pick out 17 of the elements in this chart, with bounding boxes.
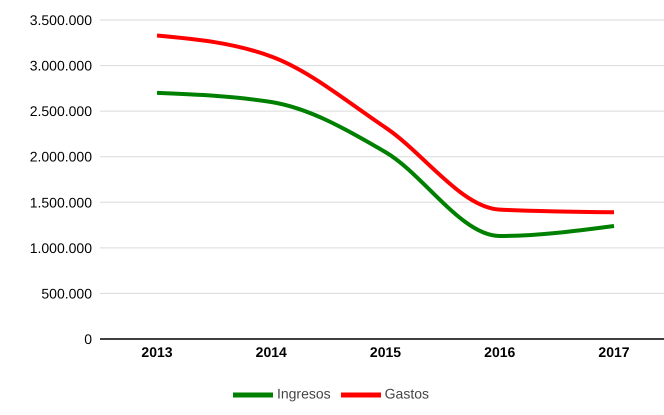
x-tick-label: 2014	[256, 344, 288, 360]
legend-label: Ingresos	[276, 386, 331, 402]
y-tick-label: 500.000	[41, 285, 92, 302]
x-tick-label: 2016	[484, 344, 516, 360]
line-series	[155, 33, 616, 214]
x-tick-label: 2017	[598, 344, 630, 360]
y-tick-label: 3.500.000	[30, 12, 92, 28]
legend-label: Gastos	[384, 386, 430, 402]
x-tick-label: 2013	[141, 344, 173, 360]
y-tick-label: 3.000.000	[30, 58, 92, 74]
y-tick-label: 2.500.000	[30, 103, 92, 120]
line-series	[155, 90, 616, 238]
y-tick-label: 1.000.000	[30, 240, 92, 256]
x-tick-label: 2015	[370, 344, 402, 360]
y-tick-label: 0	[84, 330, 92, 347]
y-tick-label: 2.000.000	[30, 148, 92, 165]
y-tick-label: 1.500.000	[30, 194, 92, 210]
